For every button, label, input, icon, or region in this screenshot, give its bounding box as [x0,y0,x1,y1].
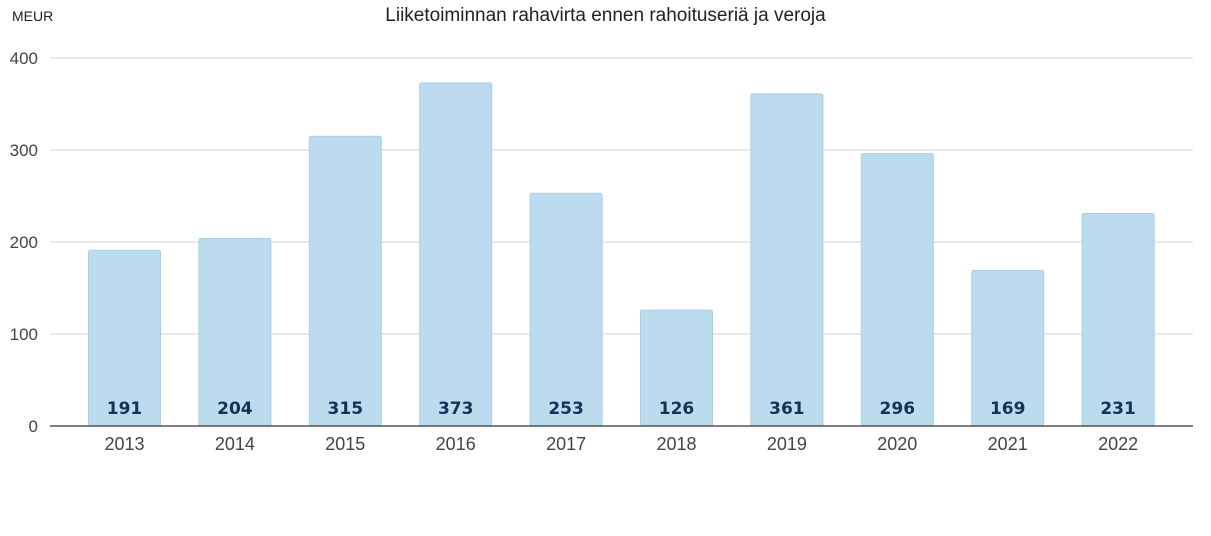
y-tick-label-400: 400 [10,49,38,68]
bars [88,82,1155,427]
y-tick-label-300: 300 [10,141,38,160]
bar-2019 [750,93,824,427]
y-tick-label-0: 0 [29,417,38,436]
data-label-2017: 253 [548,399,584,419]
x-tick-label-2021: 2021 [988,434,1028,454]
x-tick-label-2022: 2022 [1098,434,1138,454]
data-label-2014: 204 [217,399,253,419]
x-tick-label-2019: 2019 [767,434,807,454]
x-axis-ticks: 2013 2014 2015 2016 2017 2018 2019 2020 2021 2022 [104,434,1138,454]
bar-2015 [308,135,382,427]
bar-2016 [419,82,493,427]
data-label-2016: 373 [438,399,474,419]
data-label-2018: 126 [659,399,695,419]
y-tick-label-100: 100 [10,325,38,344]
bar-2022 [1081,212,1155,427]
bar-2020 [860,153,934,427]
x-tick-label-2017: 2017 [546,434,586,454]
x-tick-label-2015: 2015 [325,434,365,454]
chart-title: Liiketoiminnan rahavirta ennen rahoituse… [385,5,826,26]
data-label-2022: 231 [1100,399,1136,419]
x-tick-label-2016: 2016 [436,434,476,454]
data-label-2015: 315 [328,399,364,419]
x-tick-label-2013: 2013 [104,434,144,454]
data-label-2013: 191 [107,399,143,419]
y-tick-label-200: 200 [10,233,38,252]
data-label-2021: 169 [990,399,1026,419]
x-tick-label-2018: 2018 [656,434,696,454]
x-tick-label-2014: 2014 [215,434,255,454]
data-label-2019: 361 [769,399,805,419]
data-label-2020: 296 [880,399,916,419]
x-tick-label-2020: 2020 [877,434,917,454]
bar-2014 [198,237,272,427]
data-labels: 191 204 315 373 253 126 361 296 169 231 [107,399,1136,419]
y-unit-label: MEUR [12,8,54,24]
y-axis-ticks: 0 100 200 300 400 [10,49,38,436]
bar-2017 [529,192,603,427]
